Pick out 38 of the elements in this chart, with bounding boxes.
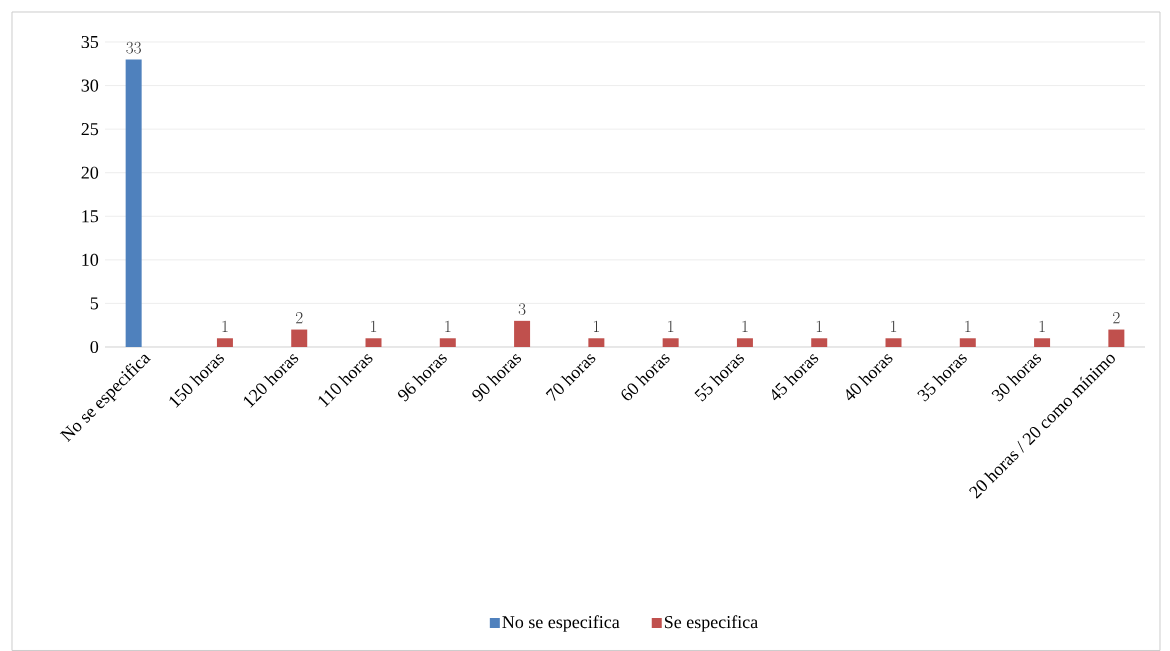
bar: [588, 338, 605, 347]
data-label: 1: [891, 320, 897, 333]
y-tick-label: 5: [90, 297, 99, 310]
data-label: 1: [371, 320, 377, 333]
data-label: 3: [518, 303, 526, 315]
data-label: 2: [1113, 311, 1120, 324]
data-label: 1: [445, 320, 451, 333]
y-tick-label: 15: [82, 210, 99, 223]
data-label: 1: [593, 320, 600, 333]
data-label: 1: [1039, 320, 1045, 333]
data-label: 1: [965, 320, 971, 333]
y-tick-label: 35: [81, 35, 99, 49]
bar: [125, 59, 142, 347]
bar: [885, 338, 902, 347]
data-label: 1: [742, 320, 748, 333]
bar: [811, 338, 828, 347]
bar: [439, 338, 456, 347]
data-label: 1: [816, 320, 822, 333]
y-tick-label: 30: [81, 79, 99, 92]
y-tick-label: 0: [90, 340, 99, 354]
bar: [736, 338, 753, 347]
legend-label: Se especifica: [664, 615, 758, 632]
bar: [1034, 338, 1051, 347]
y-tick-label: 20: [81, 166, 99, 179]
y-tick-label: 25: [81, 123, 99, 136]
bar: [291, 329, 308, 347]
y-tick-label: 10: [82, 253, 99, 266]
data-label: 1: [222, 320, 228, 333]
data-label: 1: [668, 320, 674, 333]
bar: [959, 338, 976, 347]
data-label: 33: [126, 41, 141, 54]
bar: [1108, 329, 1125, 347]
bar: [514, 320, 531, 347]
bar: [662, 338, 679, 347]
data-label: 2: [295, 311, 303, 324]
bar: [365, 338, 382, 347]
bar: [216, 338, 233, 347]
legend-label: No se especifica: [502, 615, 620, 632]
